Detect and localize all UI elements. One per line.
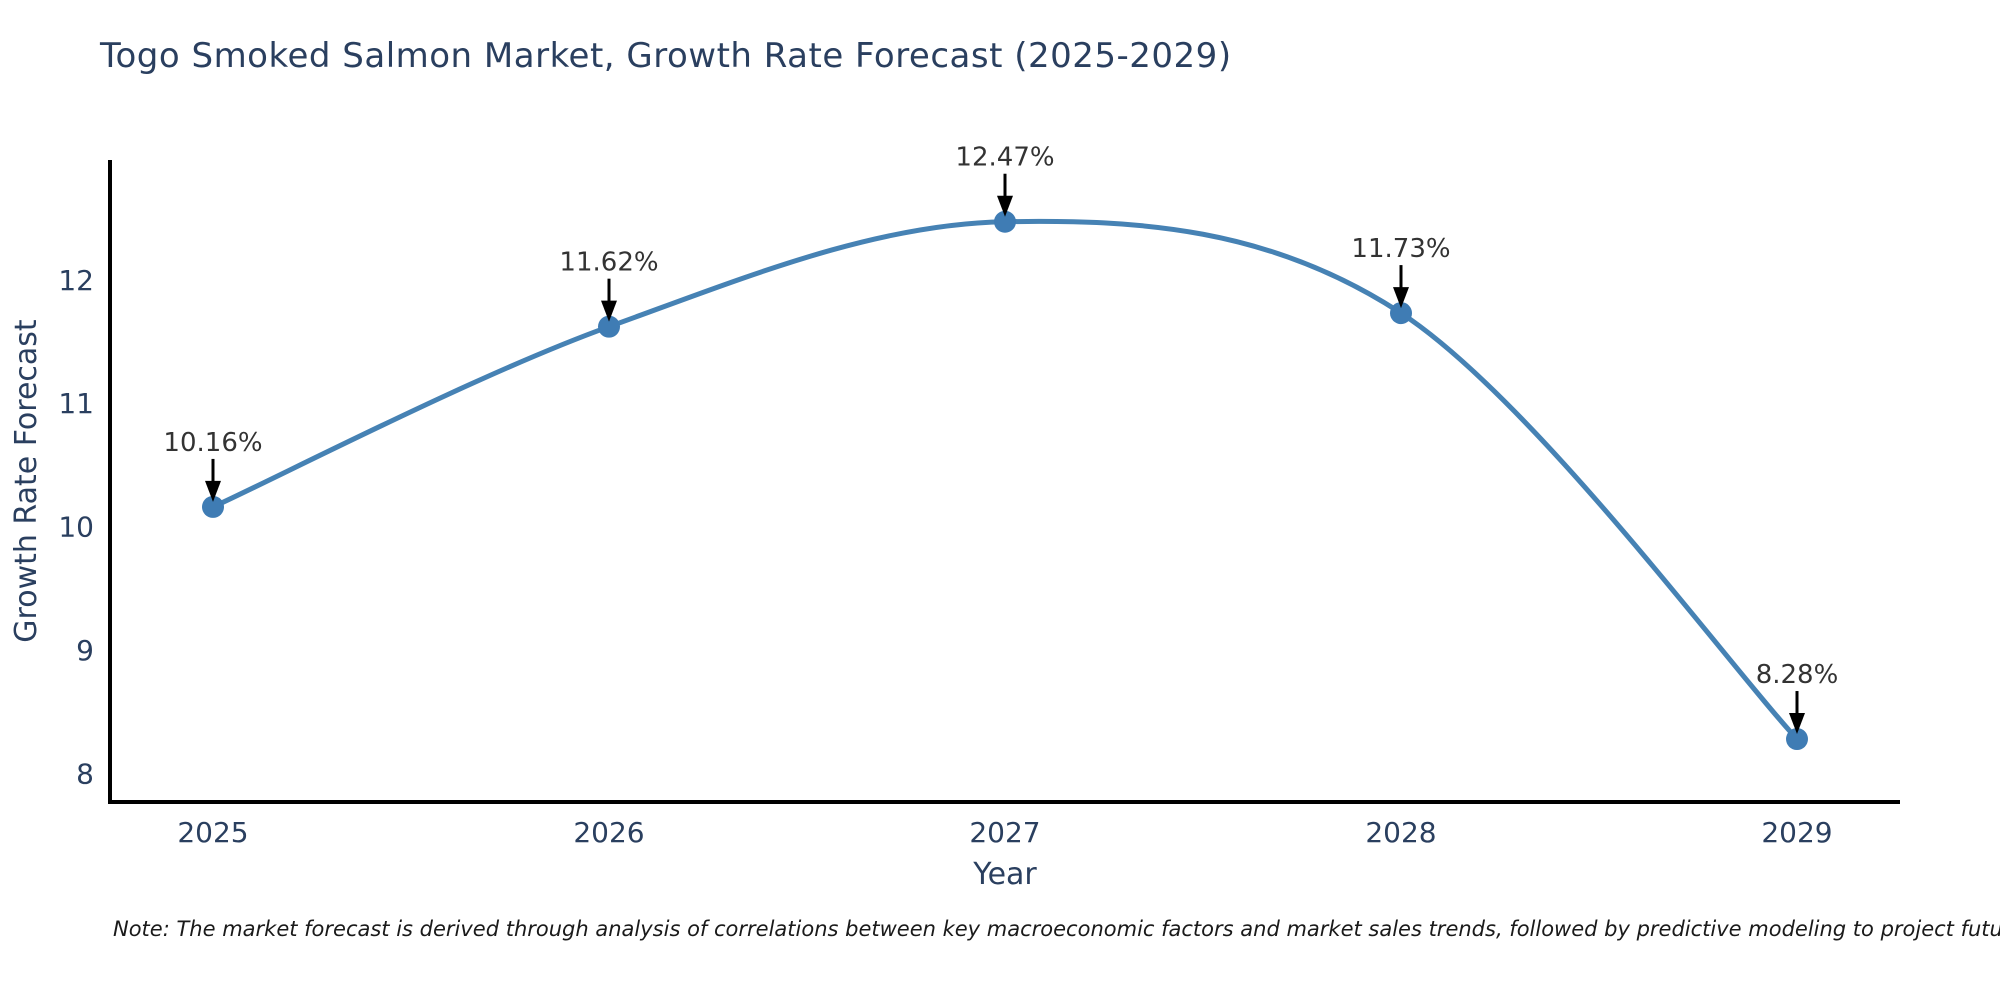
annotation-arrowhead (601, 300, 617, 322)
data-point-marker (1786, 728, 1808, 751)
x-tick-label: 2029 (1761, 816, 1832, 849)
x-axis-title: Year (972, 857, 1037, 892)
data-point-marker (598, 315, 620, 338)
y-tick-label: 10 (58, 511, 94, 544)
x-tick-label: 2026 (573, 816, 644, 849)
annotation-arrowhead (1393, 287, 1409, 309)
x-tick-label: 2025 (177, 816, 248, 849)
annotation-label: 10.16% (163, 428, 262, 458)
annotation-label: 8.28% (1756, 660, 1839, 690)
y-tick-label: 11 (58, 387, 94, 420)
data-point-marker (994, 210, 1016, 233)
chart-footnote: Note: The market forecast is derived thr… (113, 917, 2000, 941)
y-tick-label: 9 (76, 634, 94, 667)
annotation-label: 11.73% (1351, 234, 1450, 264)
annotation-label: 12.47% (955, 143, 1054, 173)
data-point-marker (1390, 302, 1412, 325)
data-point-marker (202, 495, 224, 518)
annotation-arrowhead (205, 480, 221, 502)
x-tick-label: 2027 (969, 816, 1040, 849)
chart-title: Togo Smoked Salmon Market, Growth Rate F… (100, 36, 1232, 76)
annotation-arrowhead (1789, 713, 1805, 735)
annotation-arrowhead (997, 195, 1013, 217)
y-tick-label: 12 (58, 264, 94, 297)
x-tick-label: 2028 (1365, 816, 1436, 849)
trace-line (210, 218, 1800, 742)
y-tick-label: 8 (76, 758, 94, 791)
y-axis-title: Growth Rate Forecast (9, 319, 44, 643)
annotation-label: 11.62% (559, 248, 658, 278)
